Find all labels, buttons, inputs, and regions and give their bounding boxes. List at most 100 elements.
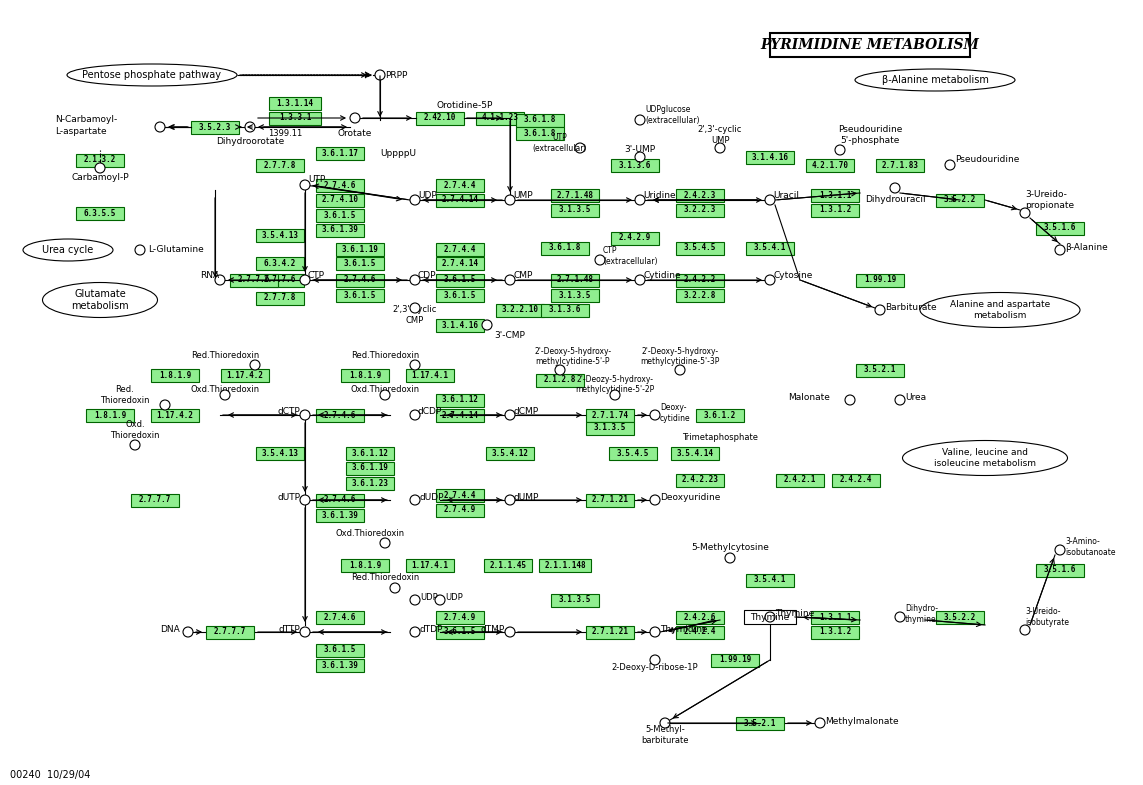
Circle shape <box>299 275 310 285</box>
Text: 2.7.4.6: 2.7.4.6 <box>323 411 357 419</box>
Circle shape <box>660 718 670 728</box>
Text: 1.8.1.9: 1.8.1.9 <box>349 560 381 569</box>
FancyBboxPatch shape <box>269 97 321 109</box>
FancyBboxPatch shape <box>676 473 724 487</box>
Text: 3.6.1.8: 3.6.1.8 <box>549 243 581 253</box>
Text: L-Glutamine: L-Glutamine <box>147 246 203 254</box>
FancyBboxPatch shape <box>586 408 634 422</box>
Text: Red.Thioredoxin: Red.Thioredoxin <box>351 350 419 360</box>
FancyBboxPatch shape <box>230 273 278 287</box>
FancyBboxPatch shape <box>341 368 389 382</box>
Text: 2.7.7.7: 2.7.7.7 <box>138 495 171 505</box>
Text: DNA: DNA <box>160 625 179 633</box>
Text: UDPglucose
(extracellular): UDPglucose (extracellular) <box>645 105 700 125</box>
Text: 2.4.2.4: 2.4.2.4 <box>684 627 717 637</box>
Text: UTP: UTP <box>307 176 326 184</box>
Text: CMP: CMP <box>513 271 533 279</box>
FancyBboxPatch shape <box>406 558 454 571</box>
Circle shape <box>836 145 845 155</box>
FancyBboxPatch shape <box>1036 221 1084 235</box>
FancyBboxPatch shape <box>746 151 794 163</box>
Text: 3-Amino-
isobutanoate: 3-Amino- isobutanoate <box>1065 537 1116 557</box>
FancyBboxPatch shape <box>269 111 321 125</box>
Text: 2.7.4.14: 2.7.4.14 <box>441 258 479 268</box>
FancyBboxPatch shape <box>612 232 660 244</box>
FancyBboxPatch shape <box>131 494 179 506</box>
Ellipse shape <box>920 293 1080 327</box>
FancyBboxPatch shape <box>812 188 860 202</box>
Text: 2-Deoxy-D-ribose-1P: 2-Deoxy-D-ribose-1P <box>612 663 698 673</box>
Circle shape <box>765 195 775 205</box>
FancyBboxPatch shape <box>744 610 796 624</box>
Text: 3.5.4.13: 3.5.4.13 <box>262 231 298 239</box>
Text: 3'-CMP: 3'-CMP <box>495 330 526 339</box>
Circle shape <box>505 275 515 285</box>
FancyBboxPatch shape <box>936 611 984 623</box>
Circle shape <box>815 718 825 728</box>
FancyBboxPatch shape <box>256 257 304 269</box>
Text: 2.7.7.6: 2.7.7.6 <box>264 276 296 284</box>
Text: UDP: UDP <box>419 593 438 603</box>
Circle shape <box>435 595 445 605</box>
Circle shape <box>160 400 170 410</box>
Text: 2.7.1.21: 2.7.1.21 <box>591 627 629 637</box>
Text: 2.7.4.14: 2.7.4.14 <box>441 411 479 419</box>
FancyBboxPatch shape <box>551 188 599 202</box>
FancyBboxPatch shape <box>536 374 584 386</box>
FancyBboxPatch shape <box>336 289 384 301</box>
Text: β-Alanine metabolism: β-Alanine metabolism <box>881 75 989 85</box>
Circle shape <box>890 183 900 193</box>
FancyBboxPatch shape <box>515 126 563 140</box>
Text: 2.7.4.6: 2.7.4.6 <box>323 612 357 622</box>
Text: Uridine: Uridine <box>644 191 676 199</box>
Text: 3.6.1.5: 3.6.1.5 <box>443 276 477 284</box>
Text: 2.7.7.8: 2.7.7.8 <box>264 160 296 170</box>
Text: Pseudouridine
5'-phosphate: Pseudouridine 5'-phosphate <box>838 126 902 144</box>
Text: 2.7.4.10: 2.7.4.10 <box>321 195 359 205</box>
Text: dTDP: dTDP <box>419 626 443 634</box>
Circle shape <box>716 143 725 153</box>
Text: 2.4.2.3: 2.4.2.3 <box>684 191 717 199</box>
Text: UTP
(extracellular): UTP (extracellular) <box>533 133 588 153</box>
Ellipse shape <box>42 283 158 317</box>
Circle shape <box>410 195 419 205</box>
FancyBboxPatch shape <box>346 447 394 459</box>
Text: 00240  10/29/04: 00240 10/29/04 <box>10 770 90 780</box>
Text: 3.5.2.1: 3.5.2.1 <box>744 718 776 728</box>
FancyBboxPatch shape <box>75 206 123 220</box>
Text: 2.7.7.7: 2.7.7.7 <box>214 627 246 637</box>
Text: 3.1.4.16: 3.1.4.16 <box>751 152 789 162</box>
FancyBboxPatch shape <box>435 488 483 502</box>
FancyBboxPatch shape <box>671 447 719 459</box>
Text: 3.6.1.5: 3.6.1.5 <box>443 627 477 637</box>
FancyBboxPatch shape <box>256 159 304 171</box>
FancyBboxPatch shape <box>539 558 591 571</box>
FancyBboxPatch shape <box>770 33 970 57</box>
FancyBboxPatch shape <box>832 473 880 487</box>
Text: 3.2.2.10: 3.2.2.10 <box>502 305 538 315</box>
Text: CDP: CDP <box>418 271 437 279</box>
FancyBboxPatch shape <box>711 653 759 666</box>
FancyBboxPatch shape <box>776 473 824 487</box>
Text: Methylmalonate: Methylmalonate <box>825 717 898 725</box>
FancyBboxPatch shape <box>435 393 483 407</box>
FancyBboxPatch shape <box>315 494 363 506</box>
Ellipse shape <box>855 69 1015 91</box>
Circle shape <box>575 143 585 153</box>
Text: 2.7.4.9: 2.7.4.9 <box>443 612 477 622</box>
Circle shape <box>505 410 515 420</box>
FancyBboxPatch shape <box>435 243 483 255</box>
FancyBboxPatch shape <box>586 422 634 435</box>
FancyBboxPatch shape <box>435 193 483 206</box>
Text: 2.7.1.74: 2.7.1.74 <box>591 411 629 419</box>
Text: CTP: CTP <box>307 271 325 279</box>
Text: 3.5.2.2: 3.5.2.2 <box>944 195 976 205</box>
FancyBboxPatch shape <box>416 111 464 125</box>
FancyBboxPatch shape <box>475 111 523 125</box>
FancyBboxPatch shape <box>256 447 304 459</box>
Text: 1.8.1.9: 1.8.1.9 <box>94 411 126 419</box>
Text: 3.6.1.5: 3.6.1.5 <box>344 290 376 300</box>
Text: 2',3'-cyclic
CMP: 2',3'-cyclic CMP <box>393 305 437 325</box>
Text: 2'-Deozy-5-hydroxy-: 2'-Deozy-5-hydroxy- <box>576 375 654 385</box>
Text: Deoxy-
cytidine: Deoxy- cytidine <box>660 403 690 422</box>
